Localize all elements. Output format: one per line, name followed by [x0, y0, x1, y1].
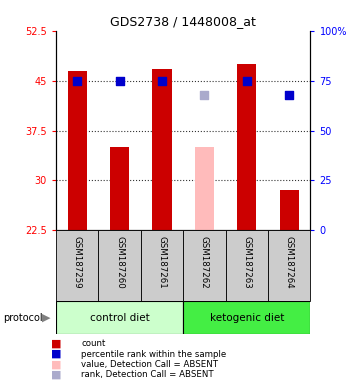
Point — [244, 78, 250, 84]
Text: ■: ■ — [51, 349, 61, 359]
Bar — [226, 230, 268, 301]
Point — [117, 78, 122, 84]
Text: GSM187262: GSM187262 — [200, 236, 209, 289]
Point — [74, 78, 80, 84]
Bar — [56, 301, 183, 334]
Bar — [268, 230, 310, 301]
Bar — [183, 230, 226, 301]
Title: GDS2738 / 1448008_at: GDS2738 / 1448008_at — [110, 15, 256, 28]
Bar — [183, 301, 310, 334]
Bar — [237, 64, 256, 230]
Bar — [98, 230, 141, 301]
Bar — [280, 190, 299, 230]
Text: GSM187260: GSM187260 — [115, 236, 124, 289]
Text: GSM187261: GSM187261 — [157, 236, 166, 289]
Text: GSM187264: GSM187264 — [285, 236, 294, 289]
Bar — [152, 69, 171, 230]
Text: rank, Detection Call = ABSENT: rank, Detection Call = ABSENT — [81, 370, 214, 379]
Text: ■: ■ — [51, 339, 61, 349]
Text: GSM187259: GSM187259 — [73, 236, 82, 289]
Point — [201, 91, 207, 98]
Text: percentile rank within the sample: percentile rank within the sample — [81, 349, 226, 359]
Text: count: count — [81, 339, 106, 348]
Point — [159, 78, 165, 84]
Text: value, Detection Call = ABSENT: value, Detection Call = ABSENT — [81, 360, 218, 369]
Text: ▶: ▶ — [42, 313, 50, 323]
Point — [286, 91, 292, 98]
Text: ■: ■ — [51, 359, 61, 369]
Text: control diet: control diet — [90, 313, 149, 323]
Bar — [195, 147, 214, 230]
Bar — [68, 71, 87, 230]
Text: protocol: protocol — [4, 313, 43, 323]
Text: ketogenic diet: ketogenic diet — [210, 313, 284, 323]
Text: GSM187263: GSM187263 — [242, 236, 251, 289]
Bar — [56, 230, 98, 301]
Bar — [110, 147, 129, 230]
Bar — [141, 230, 183, 301]
Text: ■: ■ — [51, 370, 61, 380]
